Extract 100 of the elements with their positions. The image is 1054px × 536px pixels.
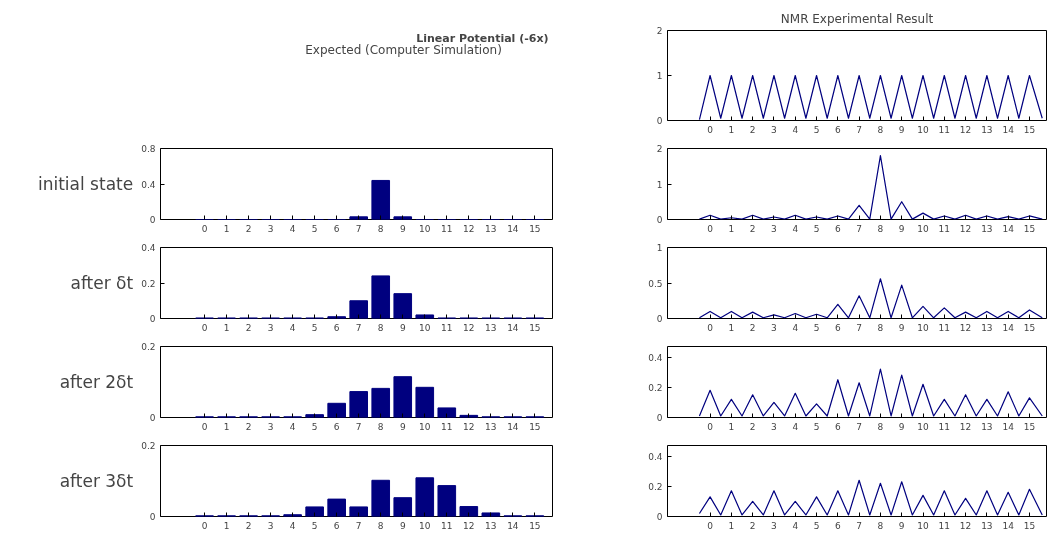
x-tick-label: 1 — [728, 223, 735, 234]
x-tick-label: 12 — [959, 421, 972, 432]
x-tick-label: 5 — [813, 322, 820, 333]
x-tick-label: 9 — [399, 223, 406, 234]
x-tick-label: 13 — [981, 124, 993, 135]
x-tick-label: 11 — [938, 223, 951, 234]
x-tick-label: 15 — [529, 520, 541, 531]
y-tick-label: 0 — [149, 314, 156, 324]
x-tick-label: 15 — [1023, 322, 1036, 333]
x-tick-label: 2 — [245, 421, 252, 432]
x-tick-label: 13 — [981, 520, 993, 531]
y-tick-label: 0 — [149, 512, 156, 522]
x-tick-label: 1 — [728, 322, 735, 333]
x-tick-label: 15 — [529, 322, 541, 333]
x-tick-label: 12 — [959, 322, 972, 333]
x-tick-label: 8 — [877, 520, 884, 531]
x-tick-label: 9 — [898, 223, 905, 234]
y-tick-label: 0 — [149, 413, 156, 423]
x-tick-label: 5 — [311, 322, 318, 333]
x-tick-label: 10 — [917, 520, 930, 531]
x-tick-label: 13 — [485, 223, 497, 234]
x-tick-label: 3 — [771, 421, 777, 432]
y-tick-label: 0.2 — [141, 342, 156, 352]
x-tick-label: 6 — [333, 421, 340, 432]
text: Expected (Computer Simulation) — [305, 43, 502, 58]
x-tick-label: 3 — [771, 322, 777, 333]
x-tick-label: 1 — [223, 520, 230, 531]
x-tick-label: 7 — [856, 520, 862, 531]
x-tick-label: 4 — [792, 322, 799, 333]
x-tick-label: 0 — [201, 520, 208, 531]
y-tick-label: 1 — [656, 179, 663, 190]
x-tick-label: 11 — [938, 421, 951, 432]
x-tick-label: 12 — [463, 421, 475, 432]
x-tick-label: 3 — [771, 124, 777, 135]
y-tick-label: 2 — [656, 144, 663, 154]
x-tick-label: 7 — [856, 322, 862, 333]
x-tick-label: 5 — [813, 124, 820, 135]
x-tick-label: 14 — [1002, 322, 1015, 333]
x-tick-label: 8 — [377, 322, 384, 333]
x-tick-label: 10 — [419, 421, 431, 432]
x-tick-label: 11 — [938, 520, 951, 531]
x-tick-label: 14 — [507, 520, 519, 531]
x-tick-label: 4 — [289, 421, 296, 432]
y-tick-label: 0 — [656, 413, 663, 423]
x-tick-label: 2 — [749, 322, 756, 333]
x-tick-label: 0 — [707, 421, 714, 432]
x-tick-label: 10 — [419, 520, 431, 531]
x-tick-label: 4 — [289, 223, 296, 234]
x-tick-label: 15 — [1023, 124, 1036, 135]
y-axis-title: initial state — [37, 174, 134, 194]
x-tick-label: 4 — [289, 322, 296, 333]
y-tick-label: 1 — [656, 243, 663, 253]
x-tick-label: 13 — [485, 322, 497, 333]
x-tick-label: 14 — [1002, 520, 1015, 531]
x-tick-label: 5 — [311, 421, 318, 432]
x-tick-label: 5 — [813, 223, 820, 234]
x-tick-label: 0 — [201, 322, 208, 333]
x-tick-label: 6 — [333, 520, 340, 531]
x-tick-label: 8 — [877, 322, 884, 333]
x-tick-label: 2 — [749, 223, 756, 234]
x-tick-label: 0 — [707, 520, 714, 531]
y-tick-label: 0.2 — [648, 481, 663, 492]
x-tick-label: 14 — [507, 421, 519, 432]
x-tick-label: 9 — [898, 124, 905, 135]
x-tick-label: 6 — [834, 322, 841, 333]
x-tick-label: 6 — [834, 223, 841, 234]
x-tick-label: 8 — [377, 223, 384, 234]
x-tick-label: 10 — [419, 322, 431, 333]
x-tick-label: 10 — [917, 421, 930, 432]
x-tick-label: 2 — [245, 520, 252, 531]
x-tick-label: 13 — [981, 322, 993, 333]
x-tick-label: 6 — [333, 322, 340, 333]
x-tick-label: 9 — [898, 322, 905, 333]
y-tick-label: 2 — [656, 26, 663, 36]
x-tick-label: 13 — [485, 520, 497, 531]
x-tick-label: 14 — [507, 322, 519, 333]
x-tick-label: 2 — [749, 520, 756, 531]
x-tick-label: 4 — [289, 520, 296, 531]
x-tick-label: 9 — [898, 520, 905, 531]
x-tick-label: 10 — [917, 124, 930, 135]
y-tick-label: 0.4 — [648, 451, 663, 462]
x-tick-label: 1 — [223, 421, 230, 432]
x-tick-label: 12 — [959, 223, 972, 234]
x-tick-label: 5 — [813, 520, 820, 531]
x-tick-label: 3 — [771, 520, 777, 531]
x-tick-label: 11 — [441, 421, 453, 432]
x-tick-label: 6 — [834, 124, 841, 135]
y-axis-title: after δt — [70, 273, 134, 293]
x-tick-label: 7 — [355, 223, 362, 234]
x-tick-label: 6 — [834, 520, 841, 531]
x-tick-label: 15 — [1023, 520, 1036, 531]
x-tick-label: 2 — [245, 322, 252, 333]
x-tick-label: 14 — [1002, 124, 1015, 135]
x-tick-label: 11 — [441, 322, 453, 333]
x-tick-label: 5 — [311, 223, 318, 234]
x-tick-label: 8 — [877, 421, 884, 432]
x-tick-label: 1 — [223, 322, 230, 333]
y-tick-label: 0 — [149, 215, 156, 225]
x-tick-label: 11 — [938, 322, 951, 333]
y-axis-title: after 3δt — [59, 471, 134, 491]
